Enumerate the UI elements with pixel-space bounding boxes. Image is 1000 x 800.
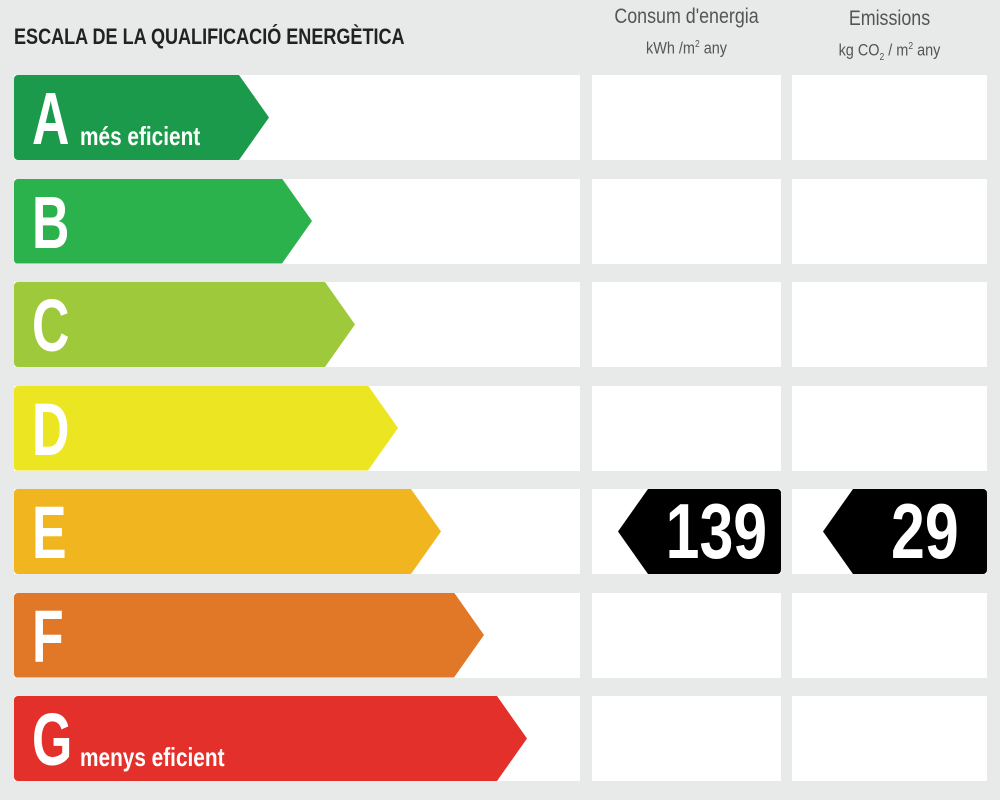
class-arrow: B	[14, 178, 312, 264]
class-arrow: G menys eficient	[14, 696, 527, 781]
class-letter: C	[32, 284, 70, 367]
class-letter: F	[32, 594, 64, 678]
energy-cell	[592, 75, 781, 160]
emissions-cell	[792, 282, 987, 367]
energy-cell	[592, 282, 781, 367]
emissions-label: Emissions	[848, 7, 931, 30]
emissions-cell	[792, 75, 987, 160]
class-arrow: D	[14, 385, 398, 471]
emissions-cell	[792, 696, 987, 781]
energy-column-header: Consum d'energia kWh /m2 any	[606, 4, 767, 62]
class-arrow: A més eficient	[14, 75, 269, 160]
emissions-unit: kg CO2 / m2 any	[838, 40, 941, 64]
class-arrow: C	[14, 282, 355, 367]
class-letter: E	[32, 491, 67, 574]
class-arrow: E	[14, 489, 441, 574]
class-letter: A	[32, 77, 70, 160]
class-letter: B	[32, 180, 70, 264]
energy-cell	[592, 178, 781, 264]
energy-value-badge: 139	[618, 489, 781, 574]
class-row-c: C	[0, 282, 1000, 367]
emissions-column-header: Emissions kg CO2 / m2 any	[807, 6, 973, 71]
emissions-cell	[792, 385, 987, 471]
class-arrow: F	[14, 592, 484, 678]
class-row-e: E 139 29	[0, 489, 1000, 574]
class-row-g: G menys eficient	[0, 696, 1000, 781]
class-letter: D	[32, 387, 70, 471]
energy-unit: kWh /m2 any	[645, 38, 728, 58]
class-row-d: D	[0, 385, 1000, 471]
emissions-value-badge: 29	[823, 489, 987, 574]
class-subtitle: més eficient	[80, 121, 201, 151]
page-title: ESCALA DE LA QUALIFICACIÓ ENERGÈTICA	[14, 24, 405, 49]
class-subtitle: menys eficient	[80, 742, 225, 772]
class-row-f: F	[0, 592, 1000, 678]
energy-cell	[592, 696, 781, 781]
emissions-cell	[792, 592, 987, 678]
class-row-b: B	[0, 178, 1000, 264]
energy-cell	[592, 592, 781, 678]
emissions-cell	[792, 178, 987, 264]
energy-label: Consum d'energia	[614, 5, 759, 28]
energy-cell	[592, 385, 781, 471]
class-row-a: A més eficient	[0, 75, 1000, 160]
class-letter: G	[32, 698, 73, 781]
